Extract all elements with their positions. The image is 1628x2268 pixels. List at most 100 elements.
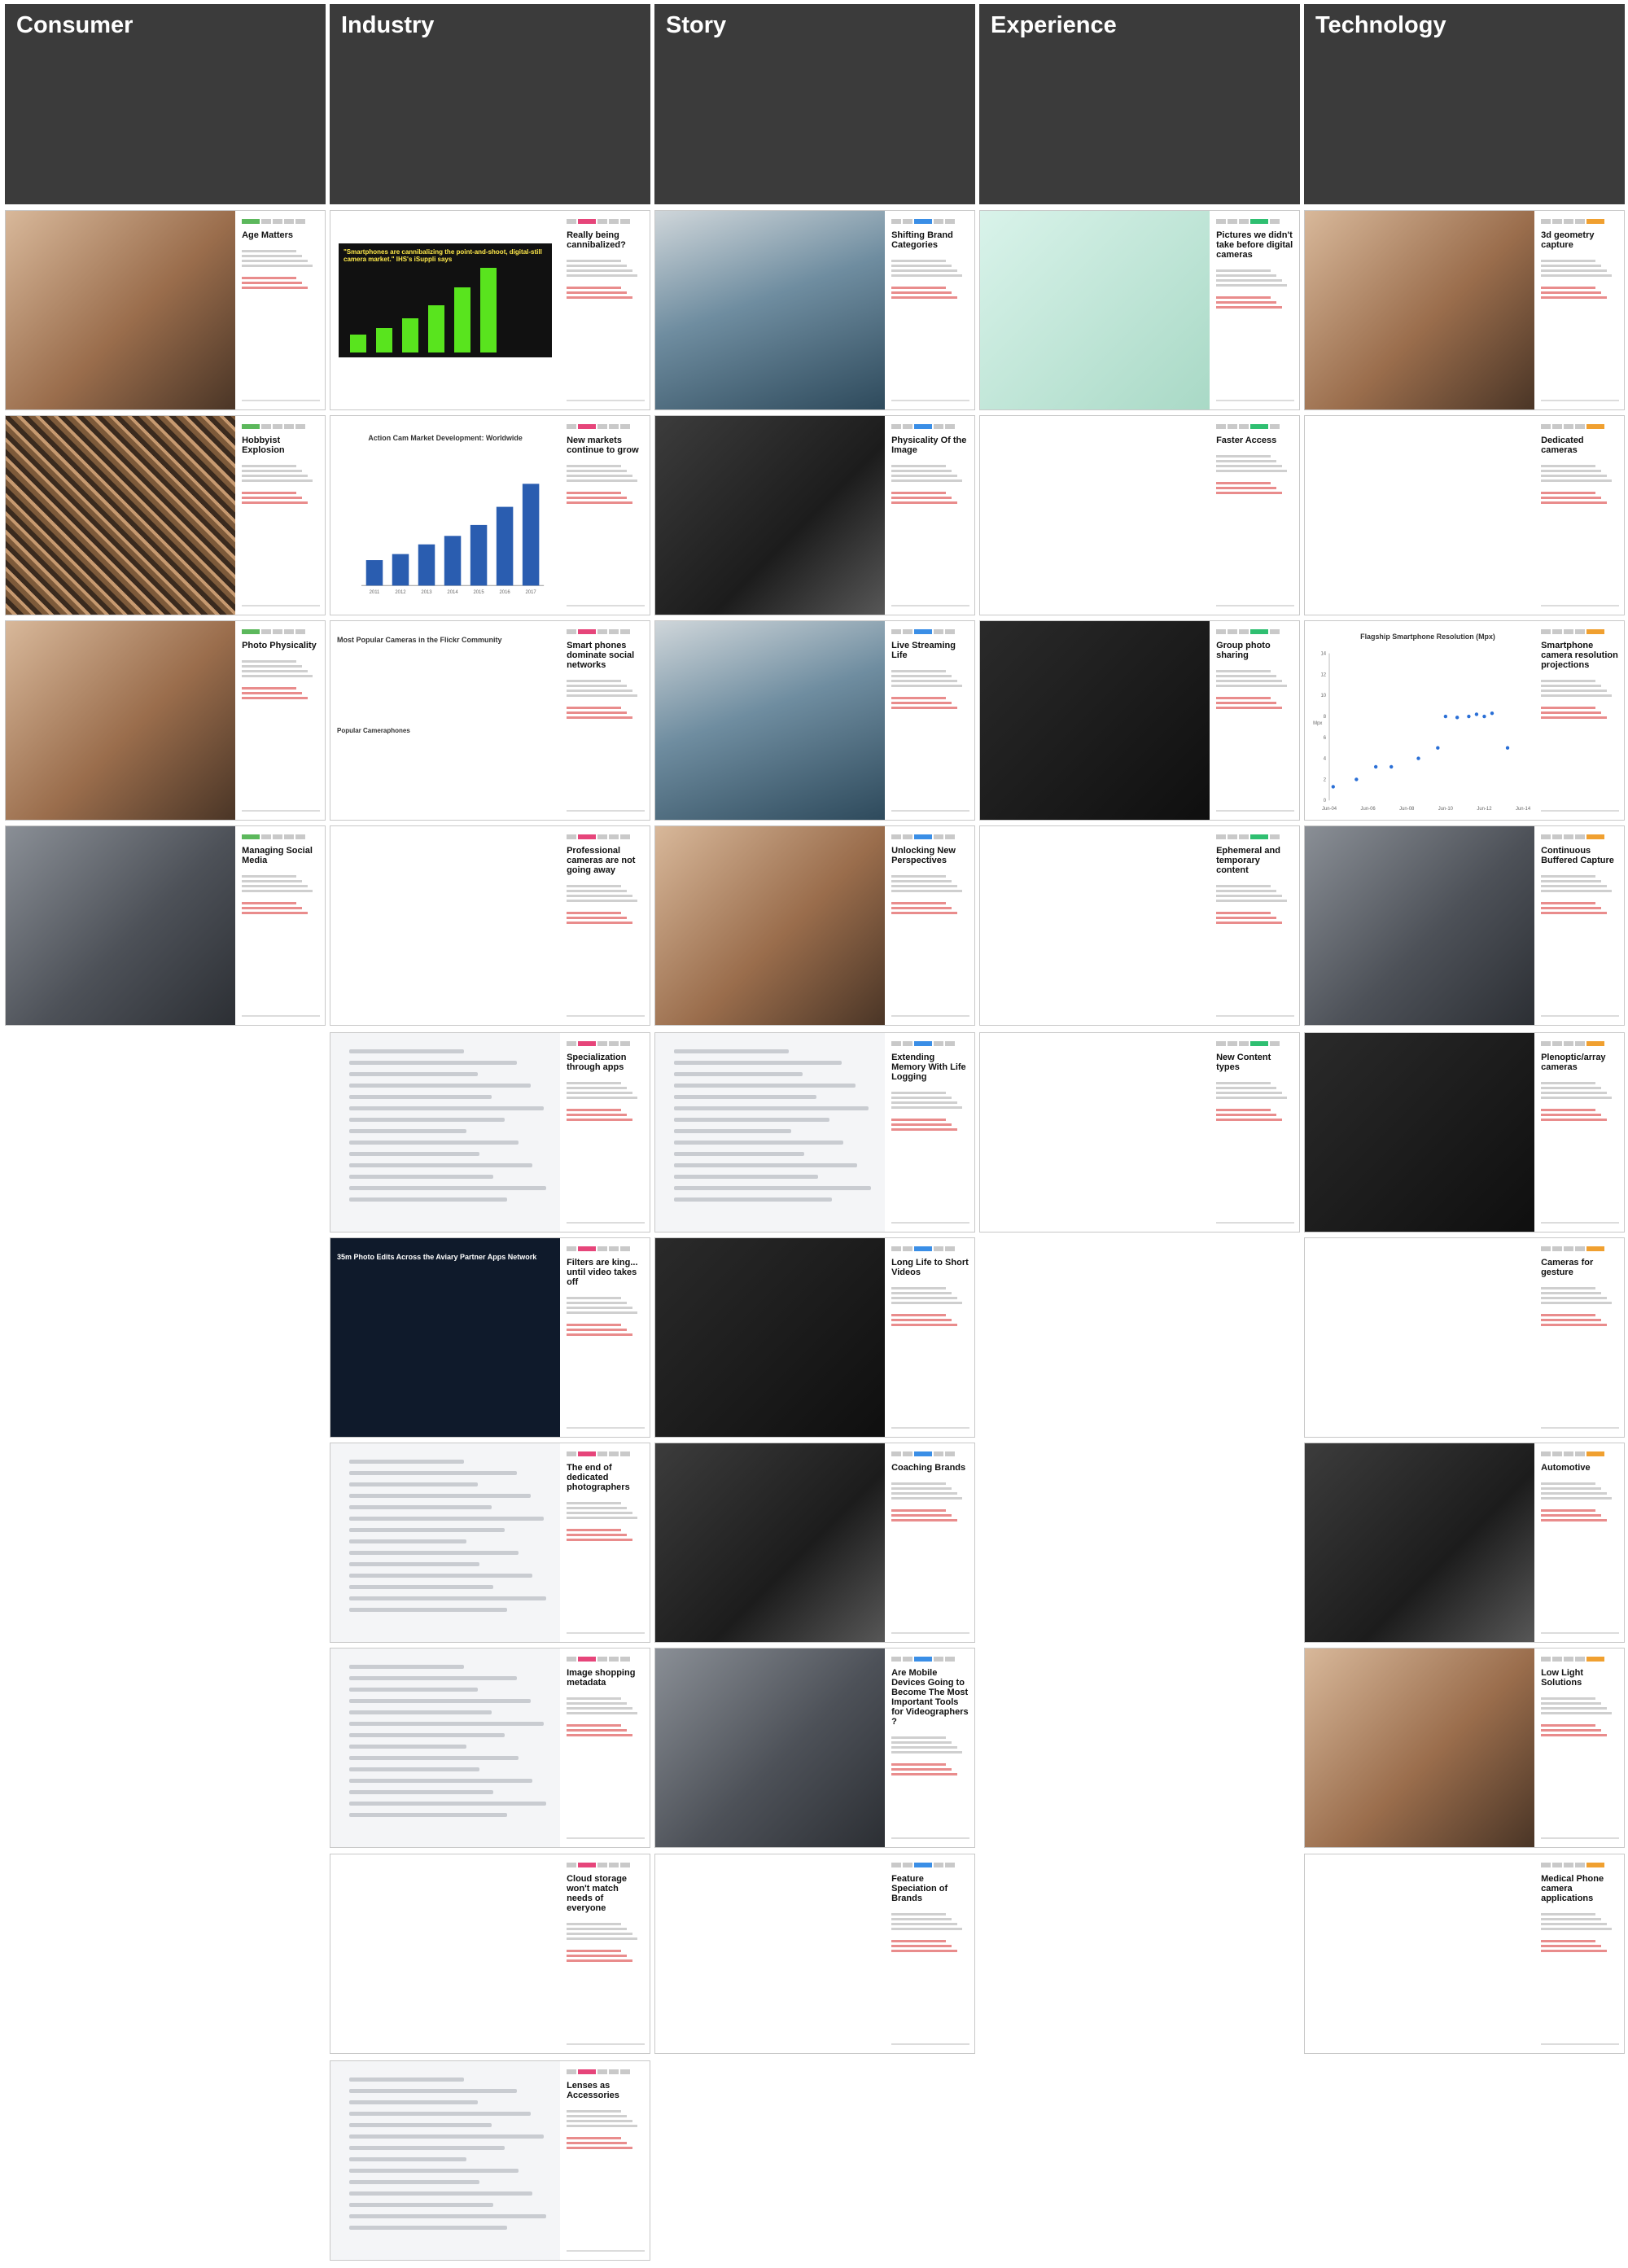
- category-tag: [578, 834, 597, 839]
- category-tag: [914, 1246, 933, 1251]
- category-tag: [934, 1863, 944, 1867]
- category-tag: [620, 219, 631, 224]
- slide-card-story-5[interactable]: Extending Memory With Life Logging: [654, 1032, 975, 1233]
- slide-card-industry-2[interactable]: Action Cam Market Development: Worldwide…: [330, 415, 650, 615]
- slide-card-story-1[interactable]: Shifting Brand Categories: [654, 210, 975, 410]
- slide-card-experience-5[interactable]: New Content types: [979, 1032, 1300, 1233]
- category-tag: [1552, 1246, 1563, 1251]
- slide-footer: [242, 810, 320, 812]
- category-tag: [567, 1657, 577, 1662]
- slide-footer: [891, 1015, 969, 1017]
- category-tag: [1216, 1041, 1227, 1046]
- slide-card-story-3[interactable]: Live Streaming Life: [654, 620, 975, 821]
- slide-card-technology-9[interactable]: Medical Phone camera applications: [1304, 1854, 1625, 2054]
- slide-card-industry-8[interactable]: Image shopping metadata: [330, 1648, 650, 1848]
- slide-card-industry-5[interactable]: Specialization through apps: [330, 1032, 650, 1233]
- category-tag: [1250, 834, 1269, 839]
- category-tag: [295, 834, 306, 839]
- slide-card-technology-2[interactable]: Dedicated cameras: [1304, 415, 1625, 615]
- slide-meta: Filters are king... until video takes of…: [567, 1246, 645, 1432]
- slide-card-technology-7[interactable]: Automotive: [1304, 1443, 1625, 1643]
- slide-card-industry-3[interactable]: Most Popular Cameras in the Flickr Commu…: [330, 620, 650, 821]
- slide-thumbnail: [655, 1648, 886, 1847]
- category-tags: [567, 834, 645, 841]
- category-tag: [914, 424, 933, 429]
- category-tag: [1541, 1657, 1551, 1662]
- category-tag: [620, 1657, 631, 1662]
- slide-card-consumer-4[interactable]: Managing Social Media: [5, 825, 326, 1026]
- data-point-5: [1436, 746, 1440, 750]
- slide-meta: Really being cannibalized?: [567, 219, 645, 405]
- slide-card-technology-3[interactable]: Flagship Smartphone Resolution (Mpx) Mpx 0…: [1304, 620, 1625, 821]
- category-tags: [1541, 1041, 1619, 1048]
- category-tag: [597, 1246, 608, 1251]
- slide-card-experience-1[interactable]: Pictures we didn't take before digital c…: [979, 210, 1300, 410]
- slide-card-story-7[interactable]: Coaching Brands: [654, 1443, 975, 1643]
- text-line: [348, 1197, 508, 1202]
- category-tag: [1564, 629, 1574, 634]
- slide-meta: Cloud storage won't match needs of every…: [567, 1863, 645, 2048]
- slide-card-technology-8[interactable]: Low Light Solutions: [1304, 1648, 1625, 1848]
- slide-card-story-8[interactable]: Are Mobile Devices Going to Become The M…: [654, 1648, 975, 1848]
- text-line: [348, 1688, 478, 1692]
- slide-card-industry-1[interactable]: "Smartphones are cannibalizing the point…: [330, 210, 650, 410]
- category-tag: [609, 219, 619, 224]
- category-tag: [567, 834, 577, 839]
- category-tag: [1541, 1041, 1551, 1046]
- slide-card-industry-10[interactable]: Lenses as Accessories: [330, 2060, 650, 2261]
- category-tag: [609, 629, 619, 634]
- category-tag: [578, 424, 597, 429]
- category-tag: [934, 219, 944, 224]
- slide-card-consumer-1[interactable]: Age Matters: [5, 210, 326, 410]
- slide-footer: [567, 2043, 645, 2045]
- category-tags: [1541, 1451, 1619, 1458]
- text-line: [348, 1790, 494, 1794]
- category-tags: [1541, 219, 1619, 225]
- slide-card-experience-2[interactable]: Faster Access: [979, 415, 1300, 615]
- category-tag: [903, 1863, 913, 1867]
- slide-card-story-9[interactable]: Feature Speciation of Brands: [654, 1854, 975, 2054]
- slide-card-story-4[interactable]: Unlocking New Perspectives: [654, 825, 975, 1026]
- category-tag: [945, 1863, 956, 1867]
- slide-card-technology-4[interactable]: Continuous Buffered Capture: [1304, 825, 1625, 1026]
- slide-card-technology-1[interactable]: 3d geometry capture: [1304, 210, 1625, 410]
- category-tag: [567, 629, 577, 634]
- slide-footer: [1541, 1837, 1619, 1839]
- slide-card-industry-4[interactable]: Professional cameras are not going away: [330, 825, 650, 1026]
- category-tag: [903, 1246, 913, 1251]
- bar: [480, 268, 497, 352]
- category-tag: [578, 2069, 597, 2074]
- slide-card-technology-5[interactable]: Plenoptic/array cameras: [1304, 1032, 1625, 1233]
- text-line: [348, 1574, 533, 1578]
- slide-meta: 3d geometry capture: [1541, 219, 1619, 405]
- slide-card-consumer-2[interactable]: Hobbyist Explosion: [5, 415, 326, 615]
- text-line: [348, 2169, 519, 2173]
- category-tag: [934, 1451, 944, 1456]
- category-tag: [891, 629, 902, 634]
- bar-2017: [522, 484, 540, 586]
- slide-card-industry-6[interactable]: 35m Photo Edits Across the Aviary Partne…: [330, 1237, 650, 1438]
- slide-card-industry-7[interactable]: The end of dedicated photographers: [330, 1443, 650, 1643]
- slide-thumbnail: [980, 621, 1210, 820]
- category-tag: [945, 424, 956, 429]
- y-tick-label: 10: [1320, 694, 1326, 698]
- slide-card-technology-6[interactable]: Cameras for gesture: [1304, 1237, 1625, 1438]
- category-tags: [1541, 629, 1619, 636]
- slide-footer: [1216, 1015, 1294, 1017]
- slide-meta: Continuous Buffered Capture: [1541, 834, 1619, 1020]
- category-tag: [903, 1041, 913, 1046]
- slide-card-story-6[interactable]: Long Life to Short Videos: [654, 1237, 975, 1438]
- category-tag: [261, 219, 272, 224]
- slide-title: Dedicated cameras: [1541, 436, 1584, 455]
- slide-card-consumer-3[interactable]: Photo Physicality: [5, 620, 326, 821]
- slide-footer: [891, 605, 969, 606]
- category-tag: [1586, 1657, 1605, 1662]
- slide-footer: [567, 1015, 645, 1017]
- slide-meta: Shifting Brand Categories: [891, 219, 969, 405]
- category-tag: [597, 1657, 608, 1662]
- slide-card-experience-3[interactable]: Group photo sharing: [979, 620, 1300, 821]
- slide-card-story-2[interactable]: Physicality Of the Image: [654, 415, 975, 615]
- slide-footer: [1541, 810, 1619, 812]
- slide-card-industry-9[interactable]: Cloud storage won't match needs of every…: [330, 1854, 650, 2054]
- slide-card-experience-4[interactable]: Ephemeral and temporary content: [979, 825, 1300, 1026]
